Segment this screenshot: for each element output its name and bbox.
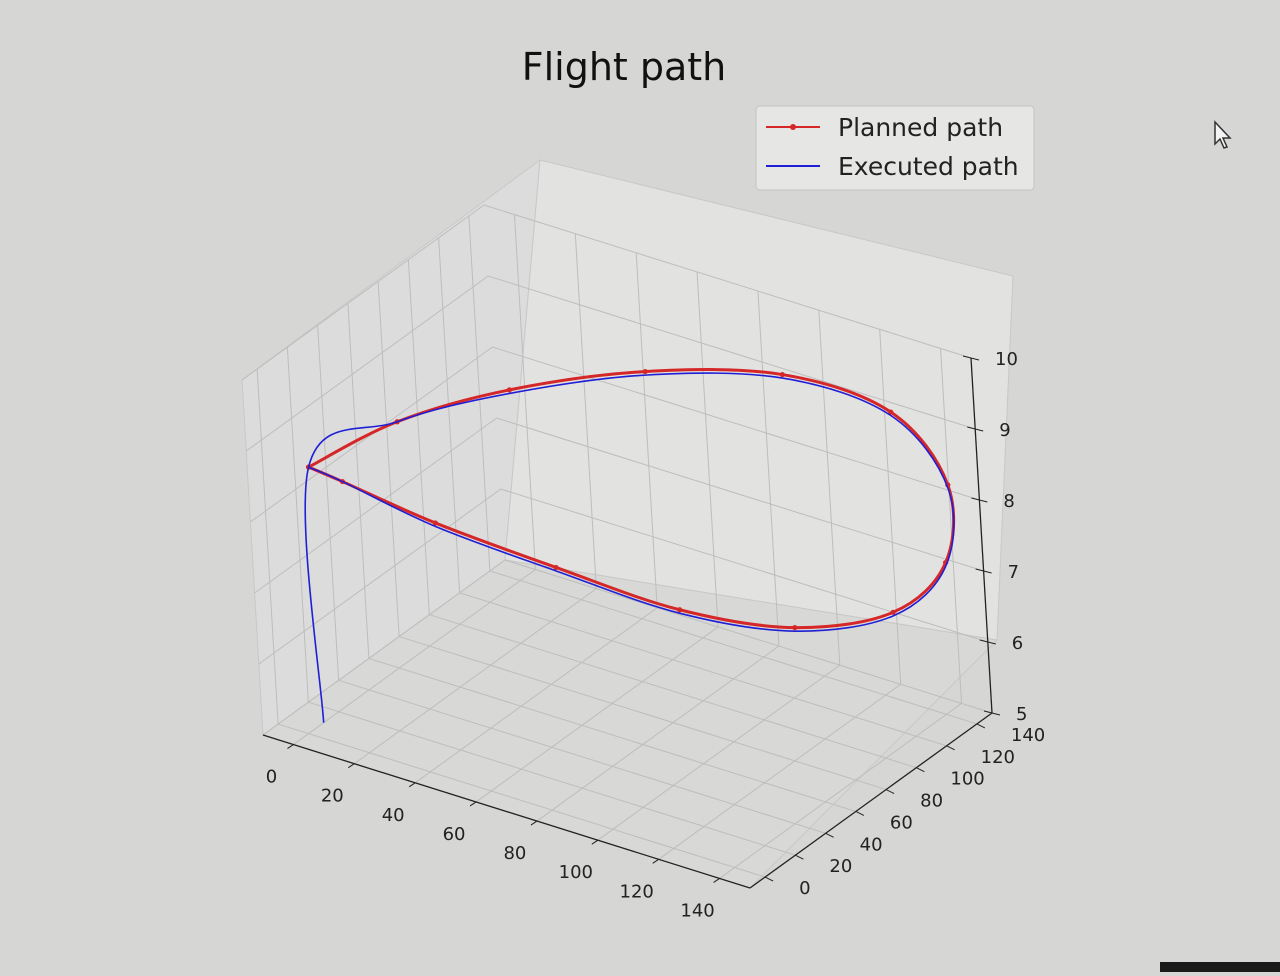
pane-right	[504, 159, 1014, 641]
legend-marker-planned	[790, 124, 796, 130]
x-tick-mark	[530, 820, 538, 826]
z-tick-label: 6	[1012, 633, 1023, 654]
z-tick-mark	[962, 355, 980, 361]
x-tick-label: 140	[680, 900, 714, 921]
x-tick-mark	[469, 801, 477, 807]
grid-lines	[241, 204, 993, 879]
x-tick-mark	[287, 744, 294, 749]
series-point	[677, 607, 683, 613]
x-tick-label: 60	[443, 824, 466, 845]
y-tick-mark	[946, 745, 955, 751]
z-tick-label: 5	[1016, 704, 1027, 725]
x-tick-mark	[652, 858, 659, 864]
z-tick-mark	[971, 497, 988, 503]
x-tick-label: 20	[321, 786, 344, 807]
z-tick-mark	[967, 426, 984, 432]
x-tick-label: 100	[559, 862, 593, 883]
chart-title: Flight path	[522, 45, 727, 89]
gridline-z	[258, 488, 988, 665]
y-tick-label: 120	[981, 747, 1015, 768]
legend-label-planned: Planned path	[838, 113, 1003, 142]
gridline-z	[241, 204, 972, 381]
series-point	[553, 564, 559, 571]
series-layer	[304, 368, 956, 723]
z-tick-label: 9	[999, 420, 1010, 441]
y-tick-label: 40	[860, 834, 883, 855]
z-axis-line	[970, 357, 993, 714]
gridline-z	[245, 275, 976, 452]
y-tick-label: 100	[950, 769, 984, 790]
legend-label-executed: Executed path	[838, 152, 1019, 181]
y-axis-line	[749, 712, 993, 889]
y-tick-label: 20	[829, 856, 852, 877]
series-point	[779, 371, 785, 378]
series-point	[432, 520, 438, 526]
z-tick-mark	[979, 639, 996, 645]
z-tick-mark	[983, 710, 1001, 716]
series-point	[506, 387, 512, 393]
y-tick-label: 0	[799, 878, 810, 899]
x-tick-label: 120	[620, 881, 654, 902]
x-tick-mark	[408, 782, 416, 788]
x-tick-label: 0	[266, 767, 277, 788]
y-tick-label: 140	[1011, 725, 1045, 746]
y-tick-label: 80	[920, 791, 943, 812]
series-executed-path	[304, 372, 955, 723]
x-tick-mark	[348, 763, 355, 769]
x-axis-line	[262, 734, 751, 889]
y-tick-mark	[795, 854, 804, 860]
legend: Planned path Executed path	[755, 105, 1035, 191]
gridline-z	[254, 417, 984, 594]
z-tick-label: 7	[1008, 562, 1019, 583]
z-tick-label: 10	[995, 349, 1018, 370]
axes	[262, 355, 1001, 889]
y-tick-mark	[916, 767, 925, 773]
y-tick-mark	[885, 789, 895, 795]
series-point	[642, 368, 648, 375]
series-point	[890, 609, 896, 615]
x-tick-mark	[591, 839, 599, 845]
series-line	[304, 372, 955, 723]
legend-box	[755, 105, 1035, 191]
series-point	[888, 409, 894, 415]
screen-edge	[1160, 962, 1280, 972]
gridline-z	[250, 346, 980, 523]
x-tick-label: 80	[503, 843, 526, 864]
series-point	[792, 625, 798, 631]
z-tick-label: 8	[1003, 491, 1014, 512]
z-tick-mark	[975, 568, 992, 574]
mouse-pointer-icon	[1214, 120, 1232, 149]
tick-labels: 0204060801001201400204060801001201405678…	[266, 349, 1046, 921]
y-tick-mark	[825, 832, 834, 838]
y-tick-mark	[764, 876, 774, 882]
y-tick-label: 60	[890, 812, 913, 833]
y-tick-mark	[976, 723, 986, 729]
y-tick-mark	[855, 810, 865, 816]
x-tick-mark	[713, 878, 720, 883]
x-tick-label: 40	[382, 805, 405, 826]
gridline-z	[262, 559, 993, 736]
